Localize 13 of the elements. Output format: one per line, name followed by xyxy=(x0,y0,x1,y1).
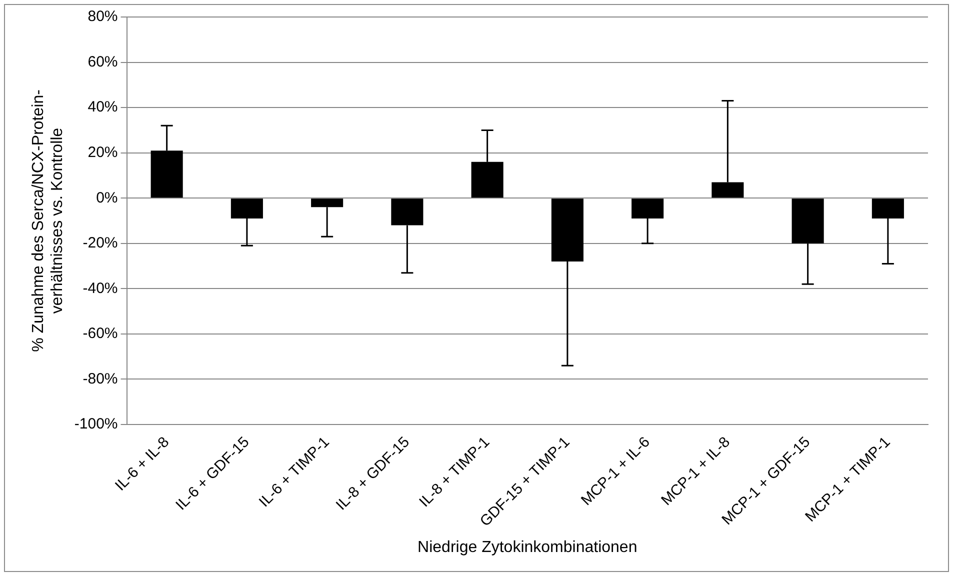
y-tick-label: 60% xyxy=(88,53,118,70)
y-tick-label: 40% xyxy=(88,98,118,116)
x-tick-label: IL-6 + IL-8 xyxy=(112,434,173,494)
y-axis-title: % Zunahme des Serca/NCX-Protein- verhältnisses vs. Kontrolle xyxy=(30,90,66,352)
y-tick-label: -60% xyxy=(82,325,118,342)
y-tick-label: 0% xyxy=(96,189,118,206)
x-axis-title: Niedrige Zytokinkombinationen xyxy=(418,538,638,556)
y-tick-label: 80% xyxy=(88,8,118,26)
y-tick-label: -20% xyxy=(82,234,118,252)
y-tick-label: -40% xyxy=(82,280,118,297)
y-tick-label: -100% xyxy=(74,416,118,433)
y-tick-label: -80% xyxy=(82,370,118,388)
y-tick-label: 20% xyxy=(88,144,118,161)
